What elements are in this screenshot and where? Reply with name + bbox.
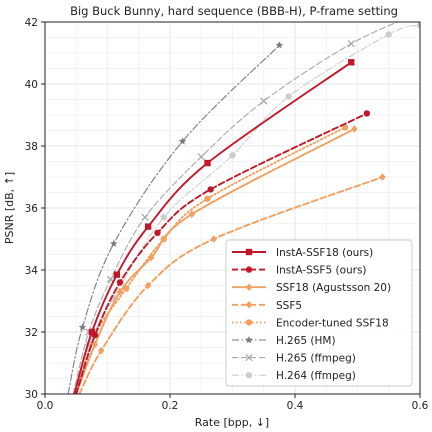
data-point	[78, 323, 87, 331]
series-1	[75, 110, 371, 394]
legend-label: InstA-SSF5 (ours)	[276, 265, 367, 277]
chart-title: Big Buck Bunny, hard sequence (BBB-H), P…	[70, 4, 398, 18]
x-tick-label: 0.0	[37, 400, 54, 412]
series-3	[78, 173, 386, 394]
x-tick-label: 0.6	[412, 400, 429, 412]
data-point	[148, 253, 155, 262]
data-point	[91, 340, 99, 349]
data-point	[144, 223, 152, 230]
legend-item: H.265 (ffmpeg)	[232, 353, 356, 365]
legend: InstA-SSF18 (ours) InstA-SSF5 (ours) SSF18…	[225, 239, 413, 387]
legend-marker	[245, 319, 253, 326]
y-axis-label: PSNR [dB, ↑]	[3, 172, 16, 244]
data-point	[363, 110, 371, 117]
legend-label: H.265 (HM)	[276, 335, 336, 347]
legend-label: SSF5	[276, 300, 302, 312]
data-point	[207, 186, 214, 193]
legend-marker	[245, 248, 253, 256]
series-0	[73, 59, 355, 394]
data-point	[347, 40, 355, 48]
y-tick-label: 32	[25, 327, 38, 339]
data-point	[210, 235, 217, 243]
legend-item: InstA-SSF18 (ours)	[232, 247, 373, 259]
legend-label: SSF18 (Agustsson 20)	[276, 282, 391, 294]
data-point	[144, 281, 152, 290]
data-point	[260, 97, 268, 105]
data-point	[123, 285, 130, 292]
data-point	[116, 287, 124, 296]
legend-marker	[245, 283, 253, 291]
legend-label: InstA-SSF18 (ours)	[276, 247, 373, 259]
legend-item: InstA-SSF5 (ours)	[232, 265, 367, 277]
legend-item: H.265 (HM)	[232, 335, 336, 347]
data-point	[113, 271, 121, 278]
data-point	[188, 210, 196, 218]
legend-marker	[245, 336, 253, 344]
data-point	[109, 239, 118, 247]
legend-label: H.265 (ffmpeg)	[276, 353, 356, 365]
legend-item: H.264 (ffmpeg)	[232, 370, 356, 382]
data-point	[229, 152, 236, 159]
x-tick-label: 0.2	[162, 400, 179, 412]
series-layer	[67, 10, 423, 394]
data-point	[385, 31, 392, 38]
series-line	[72, 22, 399, 394]
series-2	[75, 125, 358, 394]
data-point	[285, 93, 292, 100]
data-point	[204, 159, 211, 167]
y-tick-label: 36	[25, 203, 39, 215]
data-point	[160, 214, 167, 221]
data-point	[275, 41, 284, 49]
data-point	[348, 59, 355, 66]
y-tick-label: 40	[25, 79, 38, 91]
ticks: 0.0 0.2 0.4 0.6 30 32 34 36 38 40 42	[25, 17, 429, 412]
data-point	[204, 195, 211, 202]
x-axis-label: Rate [bpp, ↓]	[195, 416, 269, 429]
data-point	[88, 328, 96, 336]
legend-marker	[245, 301, 253, 309]
data-point	[98, 346, 105, 355]
data-point	[178, 137, 187, 145]
series-line	[75, 112, 368, 394]
data-point	[341, 124, 349, 131]
data-point	[116, 279, 124, 286]
x-tick-label: 0.4	[287, 400, 304, 412]
data-point	[141, 213, 149, 221]
legend-item: Encoder-tuned SSF18	[232, 317, 389, 329]
series-5	[67, 41, 284, 394]
data-point	[197, 153, 205, 161]
series-line	[78, 176, 384, 394]
legend-marker	[245, 372, 253, 379]
legend-box	[225, 239, 413, 387]
y-tick-label: 30	[25, 389, 38, 401]
y-tick-label: 38	[25, 141, 38, 153]
y-tick-label: 34	[25, 265, 39, 277]
legend-marker	[245, 353, 253, 362]
legend-label: Encoder-tuned SSF18	[276, 317, 389, 329]
data-point	[351, 125, 358, 133]
data-point	[154, 229, 161, 236]
legend-marker	[245, 266, 253, 273]
legend-item: SSF18 (Agustsson 20)	[232, 282, 391, 294]
data-point	[379, 173, 386, 181]
data-point	[416, 22, 420, 29]
series-line	[67, 44, 280, 394]
legend-item: SSF5	[232, 300, 302, 312]
y-tick-label: 42	[25, 17, 38, 29]
data-point	[417, 10, 423, 16]
legend-label: H.264 (ffmpeg)	[276, 370, 356, 382]
